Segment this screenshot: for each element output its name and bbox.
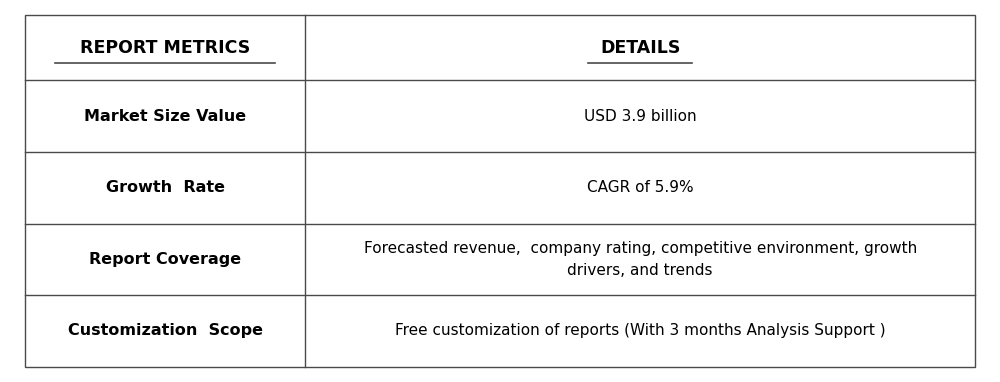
Text: Forecasted revenue,  company rating, competitive environment, growth
drivers, an: Forecasted revenue, company rating, comp…: [364, 241, 917, 278]
Text: Market Size Value: Market Size Value: [84, 108, 246, 124]
Text: USD 3.9 billion: USD 3.9 billion: [584, 108, 696, 124]
Text: Report Coverage: Report Coverage: [89, 252, 241, 267]
Text: Customization  Scope: Customization Scope: [68, 324, 263, 338]
Text: Growth  Rate: Growth Rate: [106, 180, 225, 195]
Text: Free customization of reports (With 3 months Analysis Support ): Free customization of reports (With 3 mo…: [395, 324, 885, 338]
Text: DETAILS: DETAILS: [600, 39, 680, 57]
Text: CAGR of 5.9%: CAGR of 5.9%: [587, 180, 693, 195]
Text: REPORT METRICS: REPORT METRICS: [80, 39, 250, 57]
